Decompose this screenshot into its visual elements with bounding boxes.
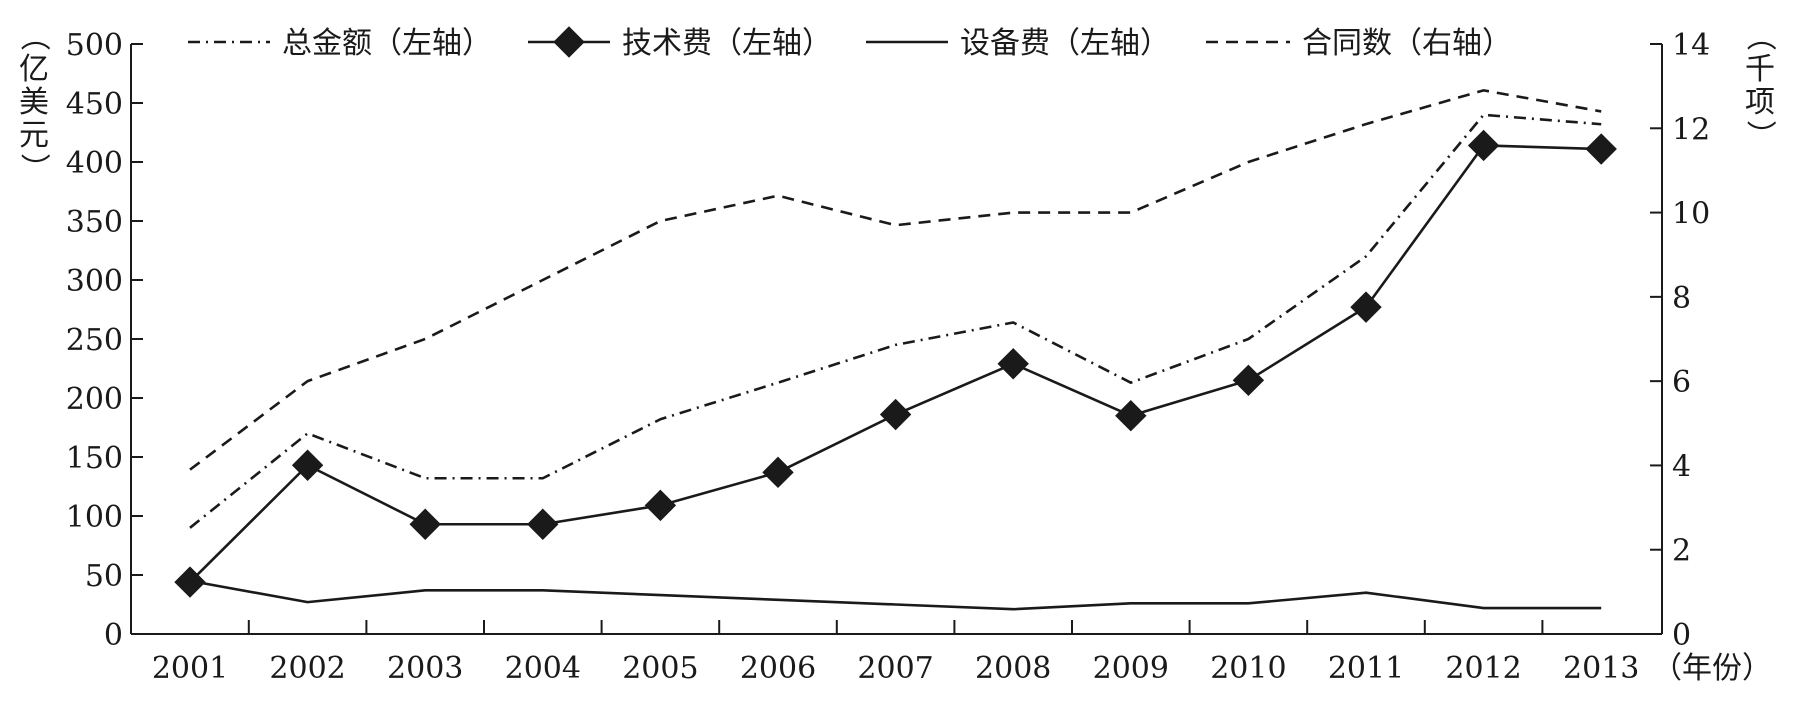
series-marker-1 bbox=[527, 508, 559, 540]
x-tick-label: 2013 bbox=[1563, 651, 1639, 686]
series-marker-1 bbox=[1467, 129, 1500, 162]
series-line-2 bbox=[189, 579, 1602, 611]
legend-label-2: 设备费（左轴） bbox=[960, 26, 1170, 61]
unit-label-char: 亿 bbox=[19, 52, 49, 87]
left-tick-label: 200 bbox=[66, 382, 123, 417]
series-line-0 bbox=[189, 113, 1602, 529]
x-tick-label: 2003 bbox=[387, 651, 463, 686]
left-axis-unit-label: （亿美元） bbox=[16, 21, 51, 183]
x-tick-label: 2002 bbox=[269, 651, 345, 686]
left-tick-label: 150 bbox=[66, 441, 123, 476]
right-tick-label: 10 bbox=[1672, 197, 1710, 232]
axes: 0 50 100 150 200 250 300 350 400 450 500 0 2 4 6 8 10 12 1… bbox=[16, 21, 1777, 686]
legend-label-1: 技术费（左轴） bbox=[622, 26, 832, 61]
x-tick-label: 2008 bbox=[975, 651, 1051, 686]
left-tick-label: 100 bbox=[66, 500, 123, 535]
series-marker-1 bbox=[1232, 364, 1265, 397]
right-tick-label: 0 bbox=[1672, 618, 1691, 653]
series-marker-1 bbox=[1585, 133, 1617, 165]
unit-label-char: （ bbox=[16, 21, 51, 51]
series-marker-1 bbox=[762, 456, 794, 489]
left-tick-label: 350 bbox=[66, 205, 123, 240]
series-marker-1 bbox=[291, 449, 324, 481]
x-tick-label: 2005 bbox=[622, 651, 698, 686]
x-tick-label: 2004 bbox=[505, 651, 581, 686]
unit-label-char: 项 bbox=[1745, 85, 1775, 120]
x-tick-label: 2006 bbox=[740, 651, 816, 686]
right-tick-label: 8 bbox=[1672, 281, 1691, 316]
series-marker-1 bbox=[879, 398, 912, 431]
right-tick-label: 4 bbox=[1672, 449, 1691, 484]
left-tick-label: 50 bbox=[85, 559, 123, 594]
unit-label-char: 元 bbox=[19, 118, 49, 153]
x-tick-label: 2007 bbox=[857, 651, 933, 686]
unit-label-char: ） bbox=[1742, 120, 1777, 150]
series-marker-1 bbox=[644, 489, 677, 522]
right-axis-unit-label: （千项） bbox=[1742, 21, 1777, 150]
left-tick-label: 300 bbox=[66, 264, 123, 299]
series-marker-1 bbox=[409, 508, 441, 540]
right-tick-label: 6 bbox=[1672, 365, 1691, 400]
legend-marker-1 bbox=[553, 26, 585, 58]
series-marker-1 bbox=[1350, 291, 1382, 323]
x-tick-label: 2011 bbox=[1328, 651, 1404, 686]
left-tick-label: 500 bbox=[66, 28, 123, 63]
series-line-3 bbox=[189, 89, 1602, 471]
right-tick-label: 12 bbox=[1672, 112, 1710, 147]
unit-label-char: 美 bbox=[19, 85, 49, 120]
series-marker-1 bbox=[997, 348, 1029, 380]
right-tick-label: 14 bbox=[1672, 28, 1710, 63]
unit-label-char: （ bbox=[1742, 21, 1777, 51]
series-marker-1 bbox=[1115, 399, 1147, 432]
left-tick-label: 400 bbox=[66, 146, 123, 181]
x-tick-label: 2009 bbox=[1093, 651, 1169, 686]
legend-label-3: 合同数（右轴） bbox=[1302, 26, 1512, 61]
legend-label-0: 总金额（左轴） bbox=[282, 26, 492, 61]
x-tick-label: 2010 bbox=[1210, 651, 1286, 686]
x-axis-unit-label: （年份） bbox=[1652, 651, 1772, 686]
legend: 总金额（左轴） 技术费（左轴） 设备费（左轴） 合同数（右轴） bbox=[188, 26, 1512, 61]
unit-label-char: 千 bbox=[1745, 52, 1775, 87]
series-line-1 bbox=[189, 144, 1602, 584]
x-tick-label: 2012 bbox=[1445, 651, 1521, 686]
unit-label-char: ） bbox=[16, 153, 51, 183]
left-tick-label: 450 bbox=[66, 87, 123, 122]
series-lines bbox=[174, 89, 1617, 611]
left-tick-label: 0 bbox=[104, 618, 123, 653]
right-tick-label: 2 bbox=[1672, 534, 1691, 569]
left-tick-label: 250 bbox=[66, 323, 123, 358]
x-tick-label: 2001 bbox=[152, 651, 228, 686]
